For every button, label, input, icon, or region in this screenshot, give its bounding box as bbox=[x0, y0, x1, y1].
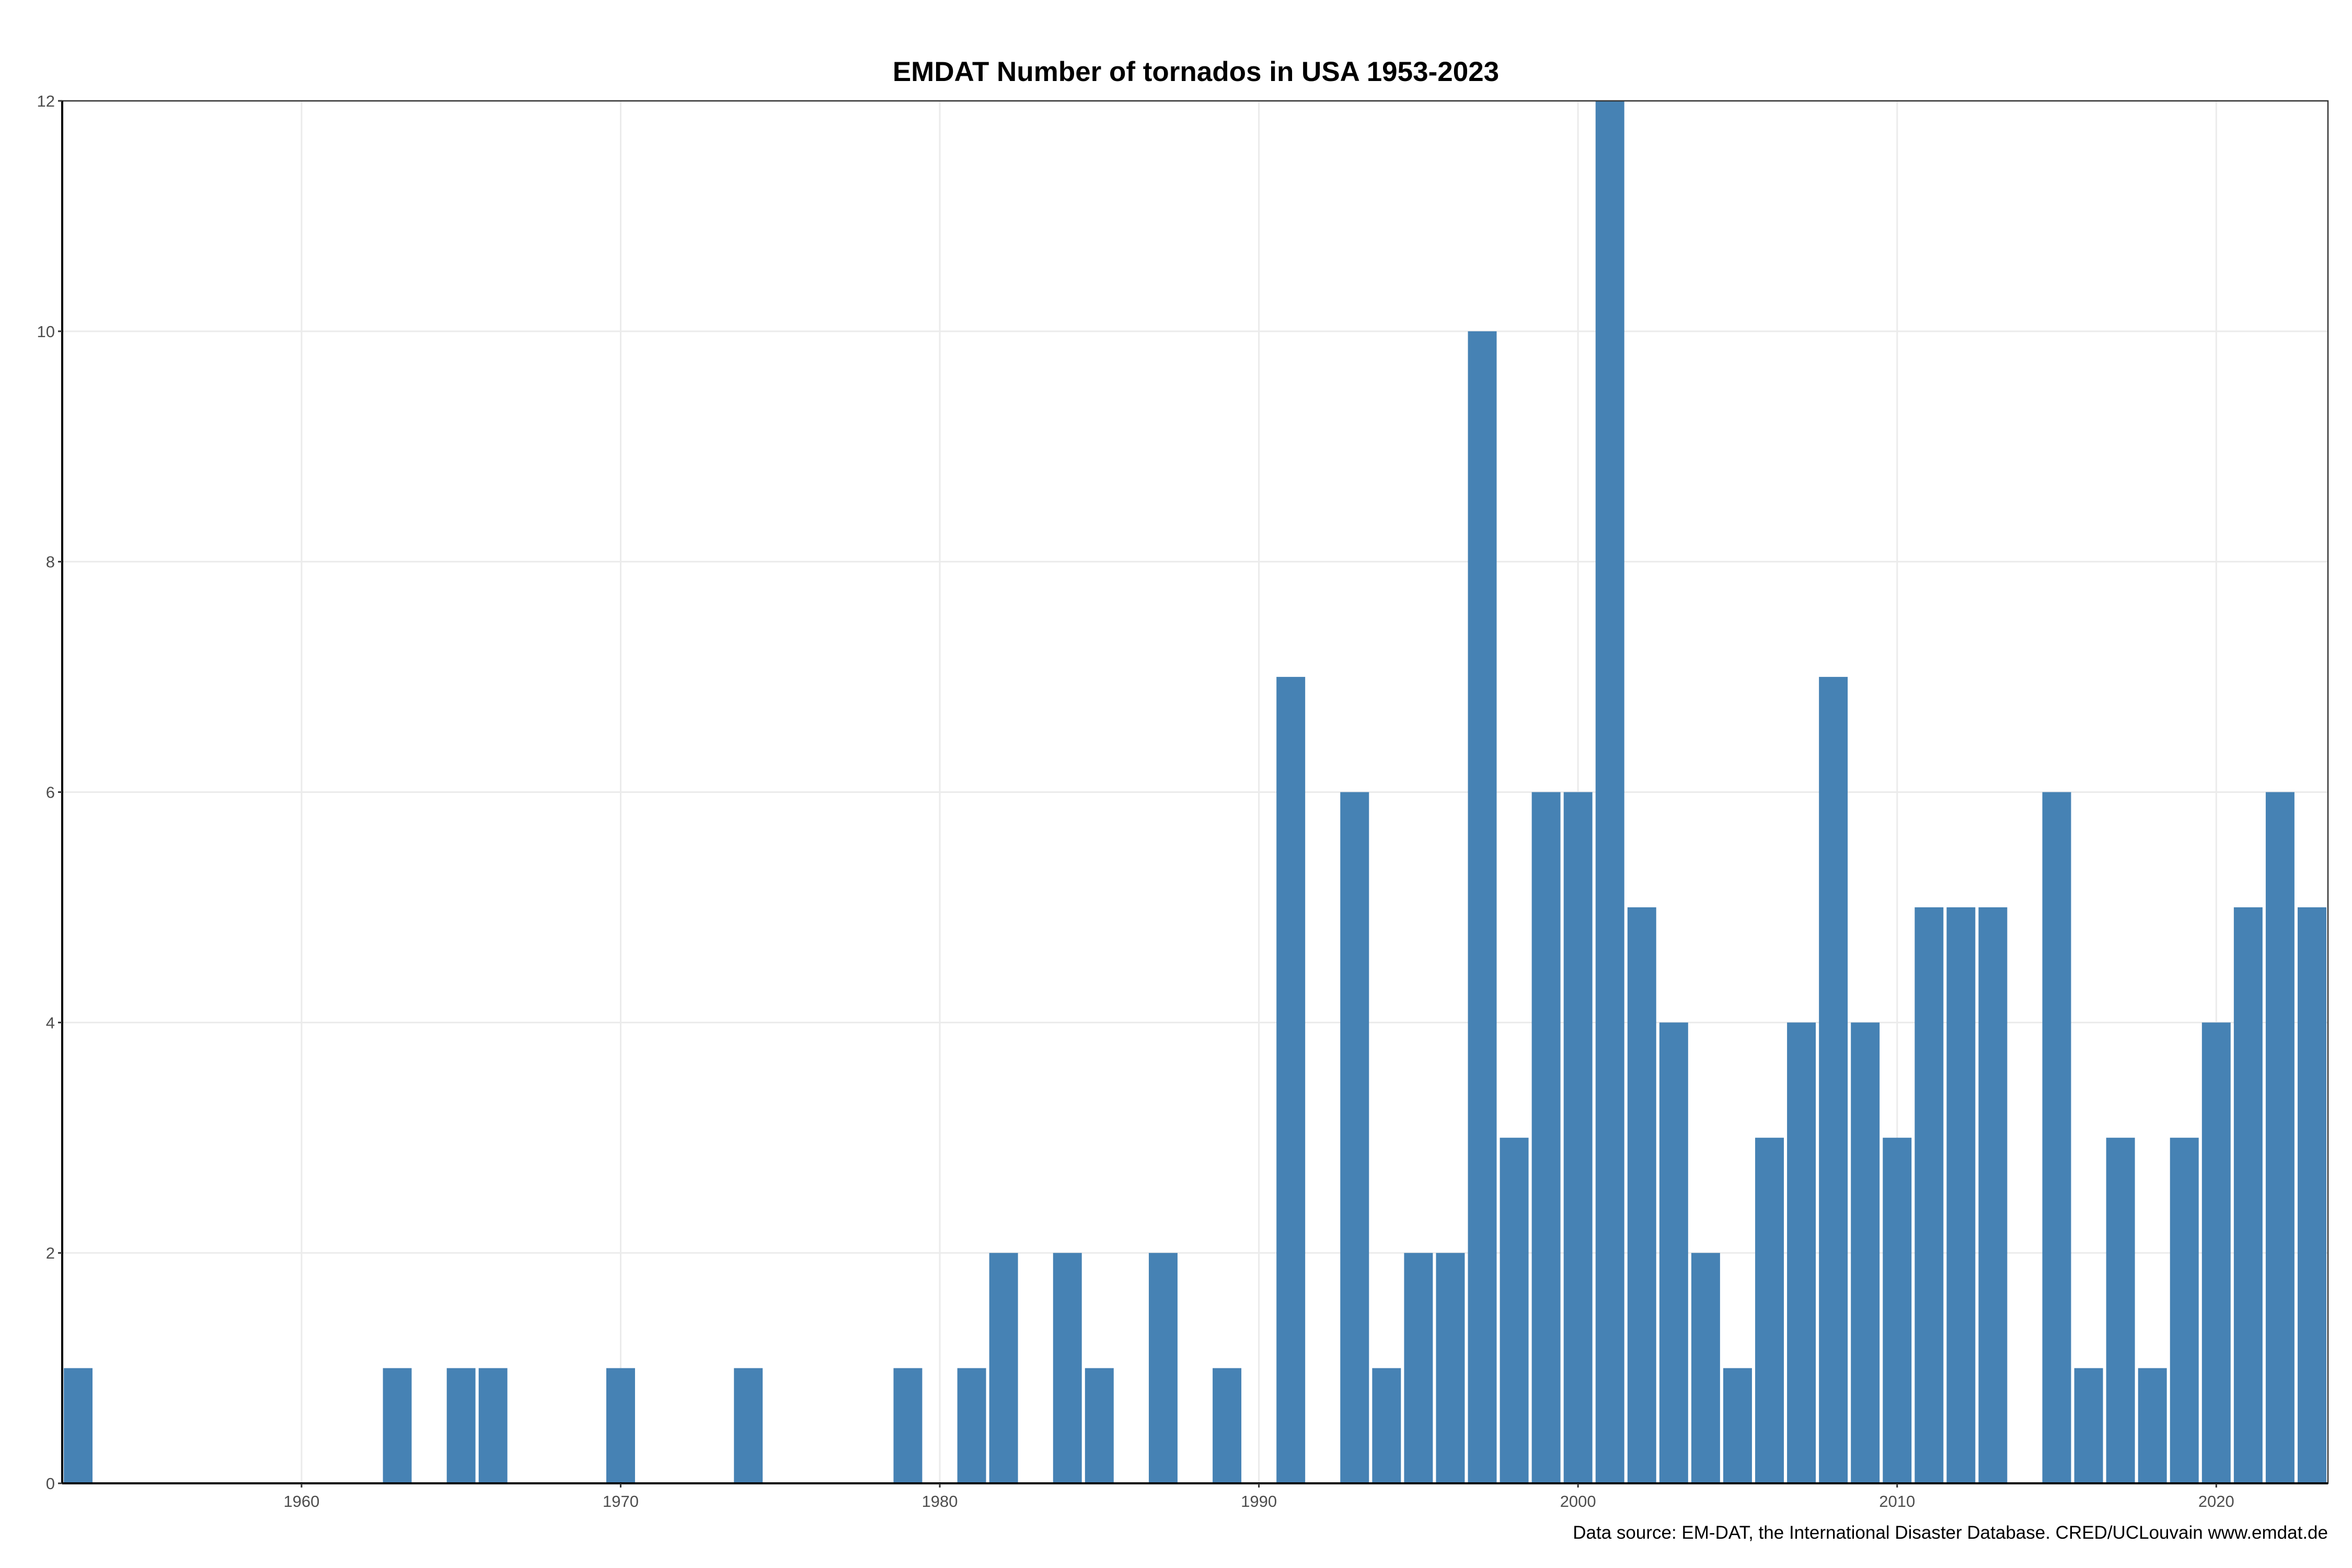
bar-2005 bbox=[1723, 1368, 1752, 1483]
bar-2015 bbox=[2042, 792, 2071, 1483]
bar-2022 bbox=[2265, 792, 2295, 1483]
bar-2011 bbox=[1915, 907, 1944, 1483]
bar-2023 bbox=[2297, 907, 2326, 1483]
bar-1991 bbox=[1276, 677, 1306, 1483]
bar-1998 bbox=[1500, 1137, 1529, 1483]
bar-1965 bbox=[446, 1368, 476, 1483]
x-tick-label: 2010 bbox=[1879, 1492, 1915, 1511]
y-tick-label: 4 bbox=[46, 1013, 55, 1032]
bar-2008 bbox=[1819, 677, 1848, 1483]
bar-2021 bbox=[2233, 907, 2263, 1483]
bar-1963 bbox=[383, 1368, 412, 1483]
x-tick-label: 1990 bbox=[1241, 1492, 1277, 1511]
bars bbox=[64, 101, 2326, 1484]
x-tick-label: 1980 bbox=[922, 1492, 958, 1511]
bar-2009 bbox=[1851, 1022, 1880, 1483]
grid-lines bbox=[62, 100, 2328, 1484]
bar-1996 bbox=[1436, 1253, 1465, 1483]
bar-1995 bbox=[1404, 1253, 1433, 1483]
bar-1999 bbox=[1531, 792, 1561, 1483]
bar-1985 bbox=[1085, 1368, 1114, 1483]
bar-2004 bbox=[1691, 1253, 1720, 1483]
y-tick-label: 6 bbox=[46, 783, 55, 802]
bar-1974 bbox=[734, 1368, 763, 1483]
x-tick-label: 1970 bbox=[603, 1492, 639, 1511]
bar-1981 bbox=[957, 1368, 986, 1483]
y-tick-label: 0 bbox=[46, 1474, 55, 1493]
chart-caption: Data source: EM-DAT, the International D… bbox=[1573, 1523, 2328, 1543]
chart-title: EMDAT Number of tornados in USA 1953-202… bbox=[893, 56, 1499, 87]
bar-2006 bbox=[1755, 1137, 1784, 1483]
bar-1979 bbox=[893, 1368, 923, 1483]
y-tick-label: 12 bbox=[37, 92, 55, 110]
x-tick-label: 2000 bbox=[1560, 1492, 1596, 1511]
bar-2017 bbox=[2106, 1137, 2135, 1483]
bar-1953 bbox=[64, 1368, 93, 1483]
bar-1994 bbox=[1372, 1368, 1401, 1483]
bar-1997 bbox=[1468, 331, 1497, 1484]
bar-2016 bbox=[2074, 1368, 2103, 1483]
bar-2018 bbox=[2138, 1368, 2167, 1483]
bar-1989 bbox=[1213, 1368, 1242, 1483]
bar-1970 bbox=[606, 1368, 635, 1483]
bar-2010 bbox=[1883, 1137, 1912, 1483]
bar-2013 bbox=[1978, 907, 2008, 1483]
tick-labels: 0 2 4 6 8 10 12 1960 1970 1980 1990 2000 2010 2020 bbox=[37, 92, 2234, 1511]
x-tick-label: 2020 bbox=[2198, 1492, 2234, 1511]
bar-1987 bbox=[1148, 1253, 1178, 1483]
bar-2019 bbox=[2170, 1137, 2199, 1483]
bar-2002 bbox=[1627, 907, 1656, 1483]
bar-2012 bbox=[1946, 907, 1976, 1483]
x-tick-label: 1960 bbox=[283, 1492, 319, 1511]
bar-2000 bbox=[1563, 792, 1593, 1483]
y-tick-label: 8 bbox=[46, 553, 55, 571]
bar-1982 bbox=[989, 1253, 1018, 1483]
bar-1993 bbox=[1340, 792, 1369, 1483]
bar-2001 bbox=[1595, 101, 1624, 1483]
y-tick-label: 10 bbox=[37, 322, 55, 341]
bar-1966 bbox=[478, 1368, 508, 1483]
bar-2007 bbox=[1787, 1022, 1816, 1483]
bar-2020 bbox=[2201, 1022, 2231, 1483]
bar-2003 bbox=[1659, 1022, 1688, 1483]
y-tick-label: 2 bbox=[46, 1244, 55, 1262]
bar-1984 bbox=[1053, 1253, 1082, 1483]
